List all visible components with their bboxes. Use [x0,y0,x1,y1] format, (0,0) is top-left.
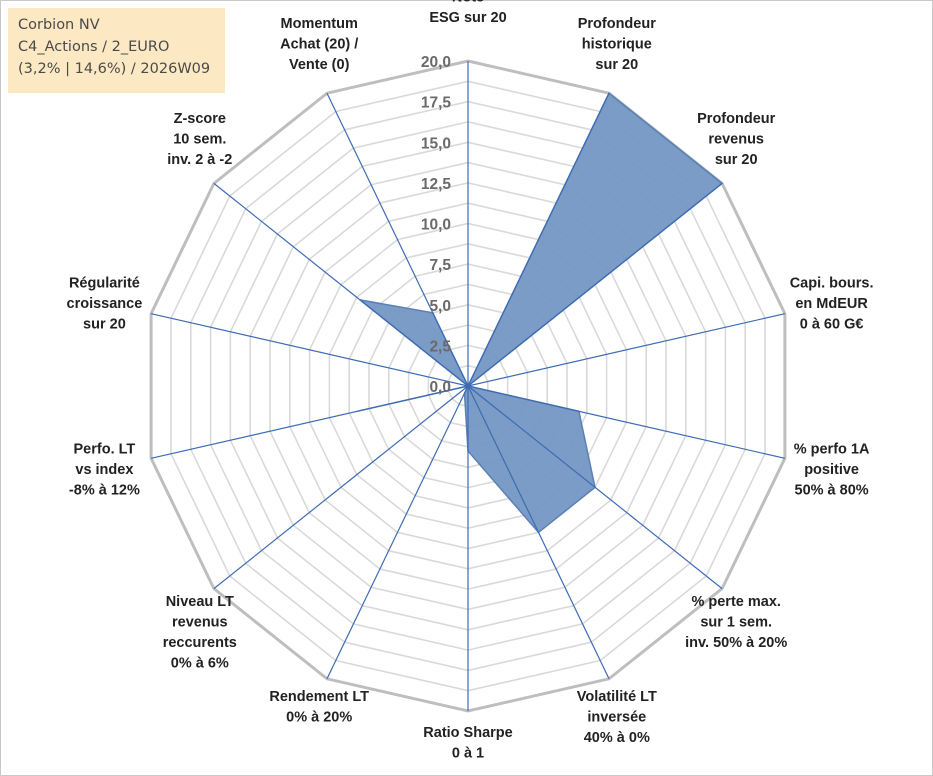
axis-label: sur 20 [595,57,638,73]
tick-label: 5,0 [429,298,451,315]
axis-spoke [467,385,786,459]
axis-label: Régularité [69,276,140,292]
axis-spoke [326,385,469,680]
axis-label: Achat (20) / [280,36,358,52]
tick-label: 10,0 [421,217,451,234]
axis-label: inv. 50% à 20% [685,635,787,651]
axis-label: Capi. bours. [790,276,874,292]
axis-label: inversée [587,710,646,726]
axis-label: 40% à 0% [584,730,650,746]
axis-label: en MdEUR [795,296,868,312]
axis-spoke [150,313,469,387]
axis-spoke [467,182,723,387]
axis-label: % perte max. [691,594,780,610]
tick-label: 20,0 [421,54,451,71]
axis-spoke [467,313,786,387]
axis-label: revenus [172,615,228,631]
axis-spoke [467,92,610,387]
axis-spoke [467,385,723,590]
axis-label: ESG sur 20 [429,10,506,26]
axis-label: Volatilité LT [577,689,657,705]
axis-label: -8% à 12% [69,483,140,499]
axis-label: Note [452,0,484,5]
axis-label: % perfo 1A [794,442,870,458]
return-and-week: (3,2% | 14,6%) / 2026W09 [18,61,211,77]
axis-label: vs index [75,462,133,478]
axis-spoke [213,385,469,590]
axis-spoke [150,385,469,459]
axis-spoke [326,92,469,387]
portfolio-category: C4_Actions / 2_EURO [18,39,170,55]
axis-label: sur 20 [83,317,126,333]
axis-label: 0 à 1 [452,746,484,762]
axis-label: 0% à 20% [286,710,352,726]
axis-label: Z-score [174,111,226,127]
axis-label: croissance [67,296,143,312]
axis-label: sur 20 [715,152,758,168]
tick-label: 12,5 [421,176,452,193]
axis-label: revenus [708,131,764,147]
info-box: Corbion NV C4_Actions / 2_EURO (3,2% | 1… [8,8,225,93]
tick-label: 0,0 [429,379,451,396]
axis-label: 10 sem. [173,131,226,147]
axis-label: 0% à 6% [171,656,229,672]
axis-spoke [213,182,469,387]
axis-label: reccurents [163,635,237,651]
axis-label: Rendement LT [269,689,369,705]
axis-label: Niveau LT [166,594,234,610]
axis-label: Profondeur [697,111,775,127]
axis-label: Ratio Sharpe [423,725,512,741]
axis-label: 50% à 80% [795,483,869,499]
axis-label: Profondeur [578,16,656,32]
axis-label: 0 à 60 G€ [800,317,864,333]
axis-label: sur 1 sem. [700,615,772,631]
tick-label: 15,0 [421,135,451,152]
tick-label: 7,5 [429,257,451,274]
axis-label: Momentum [281,16,358,32]
axis-label: Vente (0) [289,57,350,73]
axis-label: inv. 2 à -2 [167,152,232,168]
axis-label: historique [582,36,652,52]
tick-label: 2,5 [429,338,451,355]
axis-label: positive [804,462,859,478]
axis-spoke [467,385,610,680]
company-name: Corbion NV [18,17,100,33]
axis-label: Perfo. LT [74,442,136,458]
tick-label: 17,5 [421,95,452,112]
